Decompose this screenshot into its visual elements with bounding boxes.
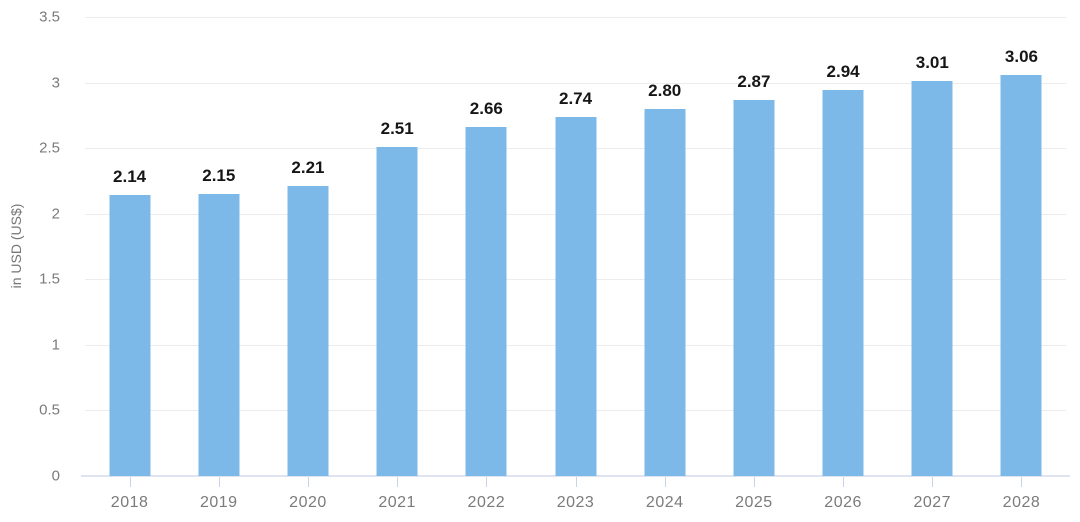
y-tick-label: 1.5 — [39, 270, 60, 288]
value-label: 2.14 — [113, 167, 147, 187]
gridline — [85, 82, 1066, 84]
bar-slot: 2.87 2025 — [709, 17, 798, 511]
y-tick-label: 2 — [51, 205, 60, 223]
bar[interactable] — [644, 108, 686, 476]
bar[interactable] — [911, 81, 953, 476]
x-tick-mark — [1021, 477, 1023, 487]
bar[interactable] — [287, 186, 329, 476]
bar[interactable] — [465, 127, 507, 476]
bar-slot: 2.14 2018 — [85, 17, 174, 511]
bar[interactable] — [733, 99, 775, 476]
bar[interactable] — [1000, 74, 1042, 476]
bar-slot: 3.01 2027 — [888, 17, 977, 511]
bar[interactable] — [109, 195, 151, 476]
x-tick-mark — [575, 477, 577, 487]
gridline — [85, 17, 1066, 18]
bar-slot: 2.74 2023 — [531, 17, 620, 511]
y-tick-label: 1 — [51, 336, 60, 354]
y-tick-label: 3.5 — [39, 8, 60, 26]
bar-slot: 3.06 2028 — [977, 17, 1066, 511]
bar-slot: 2.66 2022 — [442, 17, 531, 511]
bar[interactable] — [198, 194, 240, 476]
x-tick-label: 2024 — [645, 494, 684, 511]
value-label: 2.51 — [380, 118, 414, 138]
bar[interactable] — [376, 146, 418, 476]
x-tick-label: 2027 — [913, 494, 952, 511]
x-axis-line — [81, 475, 1070, 477]
y-tick-label: 0.5 — [39, 401, 60, 419]
bar[interactable] — [822, 90, 864, 476]
y-axis: 0 0.5 1 1.5 2 2.5 3 3.5 — [0, 9, 60, 485]
y-tick-label: 0 — [51, 467, 60, 485]
x-tick-label: 2018 — [110, 494, 149, 511]
x-tick-mark — [664, 477, 666, 487]
x-tick-label: 2022 — [467, 494, 506, 511]
x-tick-label: 2026 — [824, 494, 862, 511]
value-label: 3.01 — [915, 53, 949, 73]
x-tick-mark — [843, 477, 845, 487]
value-label: 2.87 — [737, 71, 771, 91]
bar[interactable] — [555, 116, 597, 476]
value-label: 2.15 — [202, 166, 236, 186]
x-tick-mark — [218, 477, 220, 487]
bar-slot: 2.21 2020 — [263, 17, 352, 511]
x-tick-mark — [397, 477, 399, 487]
y-tick-label: 2.5 — [39, 139, 60, 157]
y-tick-label: 3 — [51, 74, 60, 92]
bar-slots: 2.14 2018 2.15 2019 2.21 2020 2.51 2021 2.66 2022… — [85, 17, 1066, 511]
bar-slot: 2.80 2024 — [620, 17, 709, 511]
x-tick-mark — [932, 477, 934, 487]
value-label: 2.80 — [648, 80, 682, 100]
x-tick-mark — [486, 477, 488, 487]
bar-slot: 2.94 2026 — [799, 17, 888, 511]
x-tick-label: 2019 — [199, 494, 238, 511]
x-tick-label: 2020 — [289, 494, 327, 511]
x-tick-label: 2028 — [1002, 494, 1041, 511]
x-tick-label: 2023 — [556, 494, 595, 511]
bar-slot: 2.51 2021 — [353, 17, 442, 511]
value-label: 2.94 — [826, 62, 860, 82]
x-tick-mark — [129, 477, 131, 487]
x-tick-label: 2025 — [735, 494, 773, 511]
x-tick-label: 2021 — [378, 494, 416, 511]
x-tick-mark — [307, 477, 309, 487]
value-label: 2.21 — [291, 158, 325, 178]
plot-area: 2.14 2018 2.15 2019 2.21 2020 2.51 2021 2.66 2022… — [81, 17, 1070, 511]
x-tick-mark — [753, 477, 755, 487]
value-label: 2.66 — [469, 99, 503, 119]
value-label: 2.74 — [558, 88, 593, 108]
bar-slot: 2.15 2019 — [174, 17, 263, 511]
value-label: 3.06 — [1004, 46, 1039, 66]
